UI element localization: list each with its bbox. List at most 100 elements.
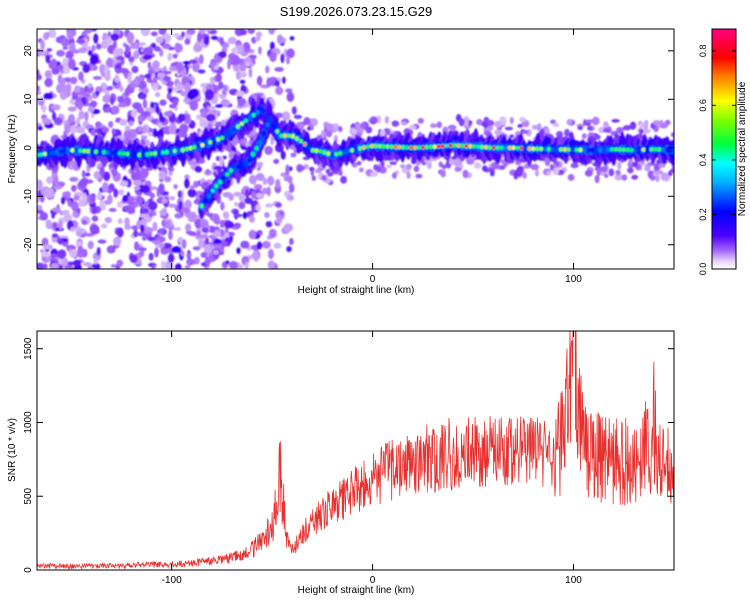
heatmap-cell [168,148,174,155]
heatmap-cell [632,161,638,168]
heatmap-cell [265,65,270,74]
heatmap-cell [327,171,334,177]
heatmap-cell [190,211,197,221]
heatmap-cell [266,77,272,88]
heatmap-cell [126,207,136,215]
heatmap-cell [430,123,437,129]
heatmap-cell [210,188,215,193]
heatmap-cell [76,38,86,44]
heatmap-cell [239,29,248,36]
heatmap-cell [78,47,88,54]
heatmap-cell [168,66,178,72]
heatmap-cell [46,47,53,52]
heatmap-cell [358,146,362,151]
heatmap-cell [114,74,120,83]
heatmap-cell [192,145,197,150]
heatmap-cell [124,217,130,226]
heatmap-cell [531,124,539,130]
heatmap-cell [172,53,178,59]
heatmap-cell [111,128,116,135]
heatmap-cell [629,148,634,153]
y-tick-label: 0 [23,567,34,573]
heatmap-cell [406,171,411,180]
heatmap-cell [486,119,495,127]
heatmap-cell [534,169,540,177]
heatmap-cell [75,126,85,134]
heatmap-cell [231,47,239,54]
heatmap-cell [665,147,670,153]
heatmap-cell [236,247,241,255]
heatmap-cell [81,219,88,225]
heatmap-cell [594,147,599,153]
heatmap-cell [264,211,270,219]
heatmap-cell [251,113,256,117]
heatmap-cell [132,50,140,60]
x-tick-label: 0 [370,274,376,285]
heatmap-cell [293,114,303,120]
heatmap-cell [244,102,250,108]
heatmap-cell [221,175,226,181]
heatmap-cell [644,119,649,126]
heatmap-cell [135,195,144,204]
heatmap-cell [338,125,343,133]
heatmap-cell [119,67,129,74]
heatmap-cell [240,240,250,249]
heatmap-cell [245,61,250,67]
heatmap-cell [93,170,101,180]
snr-frame [36,330,675,571]
heatmap-cell [151,82,159,91]
heatmap-cell [128,128,138,139]
heatmap-cell [549,119,557,125]
heatmap-cell [275,129,280,134]
heatmap-cell [218,180,223,185]
heatmap-cell [60,77,66,88]
heatmap-cell [62,148,67,154]
heatmap-cell [586,147,591,153]
heatmap-cell [267,175,275,186]
heatmap-cell [50,253,60,258]
heatmap-cell [283,223,294,233]
heatmap-cell [140,29,151,37]
heatmap-cell [145,152,150,157]
heatmap-cell [150,42,157,48]
heatmap-cell [386,164,392,169]
heatmap-cell [522,171,527,180]
heatmap-cell [274,143,284,153]
heatmap-cell [103,64,109,75]
x-tick-label: 100 [565,575,582,586]
heatmap-cell [590,147,595,153]
heatmap-cell [281,111,291,121]
heatmap-cell [279,210,285,216]
heatmap-cell [255,109,260,115]
colorbar-tick-label: 0.8 [698,45,708,58]
heatmap-cell [187,188,197,198]
heatmap-cell [67,58,76,70]
heatmap-cell [184,223,192,232]
heatmap-cell [203,29,213,32]
heatmap-cell [45,255,51,262]
heatmap-cell [342,149,347,155]
heatmap-cell [499,145,504,150]
heatmap-cell [227,129,233,135]
heatmap-cell [40,39,46,51]
heatmap-cell [42,32,50,41]
heatmap-cell [417,117,425,124]
heatmap-cell [43,152,47,156]
heatmap-cell [244,261,249,269]
heatmap-cell [629,121,637,130]
heatmap-cell [54,117,63,124]
heatmap-cell [255,31,263,38]
heatmap-cell [70,148,75,153]
heatmap-cell [37,85,41,92]
heatmap-cell [82,63,91,74]
heatmap-cell [578,148,583,152]
heatmap-cell [158,228,166,235]
heatmap-cell [259,106,264,112]
heatmap-cell [562,147,567,152]
heatmap-cell [566,118,573,126]
heatmap-cell [254,36,261,42]
heatmap-cell [158,111,164,123]
heatmap-cell [44,77,53,88]
heatmap-cell [105,149,111,155]
